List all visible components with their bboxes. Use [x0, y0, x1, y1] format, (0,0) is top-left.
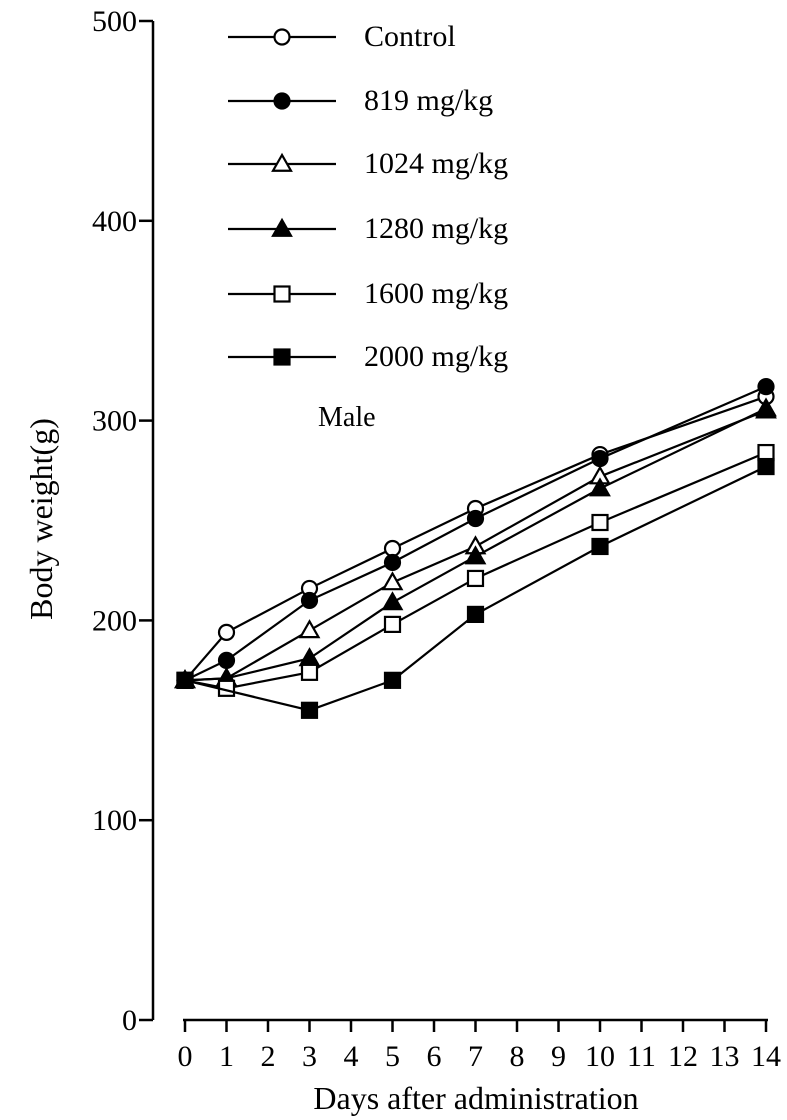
- legend-label: Control: [364, 20, 456, 53]
- data-point: [217, 651, 236, 669]
- legend-label: 819 mg/kg: [364, 84, 493, 117]
- y-tick-label: 300: [92, 405, 137, 438]
- data-point: [298, 647, 321, 667]
- legend-marker: [273, 285, 291, 303]
- x-tick-label: 6: [427, 1040, 442, 1073]
- legend-entry: 2000 mg/kg: [228, 340, 508, 373]
- data-point: [381, 591, 404, 611]
- y-tick-label: 500: [92, 5, 137, 38]
- legend-label: 1024 mg/kg: [364, 147, 508, 180]
- legend-label: 1280 mg/kg: [364, 212, 508, 245]
- data-point: [464, 545, 487, 565]
- data-point: [591, 513, 609, 532]
- x-tick-label: 7: [468, 1040, 483, 1073]
- x-tick-label: 14: [751, 1040, 781, 1073]
- data-point: [298, 619, 321, 639]
- legend-marker: [273, 348, 291, 366]
- series-layer: [174, 378, 777, 719]
- x-tick-label: 8: [510, 1040, 525, 1073]
- legend-marker: [273, 92, 291, 110]
- x-axis-title: Days after administration: [313, 1080, 638, 1116]
- x-tick-label: 13: [710, 1040, 740, 1073]
- legend-entry: 1280 mg/kg: [228, 212, 508, 245]
- data-point: [589, 477, 611, 497]
- legend-marker: [273, 28, 291, 46]
- data-point: [381, 571, 404, 591]
- x-tick-label: 9: [551, 1040, 566, 1073]
- legend-marker: [271, 152, 293, 172]
- data-point: [383, 553, 402, 572]
- data-point: [591, 449, 609, 468]
- data-point: [466, 605, 485, 624]
- x-tick-label: 12: [668, 1040, 698, 1073]
- annotation-label: Male: [318, 402, 376, 433]
- data-point: [757, 443, 775, 462]
- legend-marker: [271, 217, 293, 237]
- data-point: [466, 569, 485, 588]
- data-point: [383, 615, 402, 633]
- series-2: [174, 399, 777, 689]
- data-point: [217, 623, 236, 641]
- data-point: [300, 591, 319, 610]
- x-tick-label: 10: [585, 1040, 615, 1073]
- series-line: [184, 385, 767, 682]
- y-tick-label: 400: [92, 205, 137, 238]
- data-point: [383, 539, 402, 558]
- x-tick-label: 4: [344, 1040, 359, 1073]
- y-tick-label: 0: [122, 1004, 137, 1037]
- legend-entry: 1024 mg/kg: [228, 147, 508, 180]
- x-tick-label: 5: [385, 1040, 400, 1073]
- y-axis-title: Body weight(g): [23, 418, 59, 620]
- series-line: [184, 465, 767, 712]
- data-point: [757, 378, 775, 396]
- legend-label: 1600 mg/kg: [364, 277, 508, 310]
- data-point: [466, 509, 485, 528]
- legend-entry: Control: [228, 20, 456, 53]
- x-tick-label: 1: [219, 1040, 234, 1073]
- series-5: [176, 457, 775, 719]
- data-point: [300, 663, 319, 681]
- data-point: [757, 457, 775, 476]
- y-tick-label: 100: [92, 804, 137, 837]
- data-point: [591, 537, 609, 556]
- data-point: [176, 671, 194, 689]
- legend-entry: 1600 mg/kg: [228, 277, 508, 310]
- y-tick-label: 200: [92, 604, 137, 637]
- x-tick-label: 2: [261, 1040, 276, 1073]
- legend-label: 2000 mg/kg: [364, 340, 508, 373]
- x-tick-label: 11: [627, 1040, 656, 1073]
- legend-entry: 819 mg/kg: [228, 84, 493, 117]
- data-point: [300, 701, 319, 719]
- data-point: [755, 397, 777, 417]
- x-tick-label: 0: [178, 1040, 193, 1073]
- legend: Control 819 mg/kg 1024 mg/kg 1280 mg/kg 1600…: [228, 20, 508, 373]
- data-point: [383, 671, 402, 689]
- series-4: [176, 443, 775, 697]
- x-tick-label: 3: [302, 1040, 317, 1073]
